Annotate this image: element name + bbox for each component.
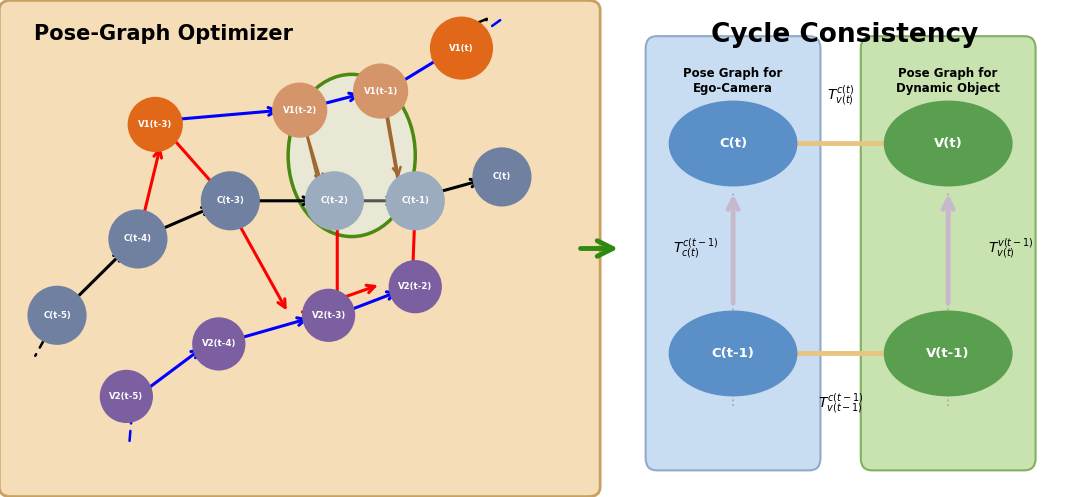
- Ellipse shape: [288, 75, 416, 237]
- Text: $T^{v(t-1)}_{v(t)}$: $T^{v(t-1)}_{v(t)}$: [988, 236, 1034, 261]
- Ellipse shape: [201, 171, 260, 231]
- Ellipse shape: [27, 286, 86, 345]
- Text: C(t-1): C(t-1): [402, 196, 429, 205]
- Text: C(t): C(t): [492, 172, 511, 181]
- Text: C(t-4): C(t-4): [124, 235, 152, 244]
- Text: $T^{c(t-1)}_{c(t)}$: $T^{c(t-1)}_{c(t)}$: [673, 236, 718, 261]
- Text: V1(t-1): V1(t-1): [364, 86, 397, 95]
- Ellipse shape: [127, 97, 183, 152]
- Text: V2(t-2): V2(t-2): [399, 282, 432, 291]
- Text: Pose Graph for
Dynamic Object: Pose Graph for Dynamic Object: [896, 67, 1000, 95]
- Text: $T^{c(t-1)}_{v(t-1)}$: $T^{c(t-1)}_{v(t-1)}$: [818, 391, 863, 416]
- Ellipse shape: [472, 147, 531, 207]
- Text: C(t-1): C(t-1): [712, 347, 755, 360]
- Text: V1(t): V1(t): [449, 44, 474, 53]
- Text: V2(t-5): V2(t-5): [109, 392, 144, 401]
- Text: V2(t-3): V2(t-3): [311, 311, 346, 320]
- Ellipse shape: [669, 100, 797, 186]
- Text: V1(t-3): V1(t-3): [138, 120, 173, 129]
- Text: C(t-5): C(t-5): [43, 311, 71, 320]
- Ellipse shape: [302, 289, 355, 342]
- Ellipse shape: [192, 317, 245, 371]
- Text: Cycle Consistency: Cycle Consistency: [712, 22, 978, 48]
- Ellipse shape: [669, 311, 797, 397]
- Ellipse shape: [883, 100, 1013, 186]
- Ellipse shape: [883, 311, 1013, 397]
- Text: V2(t-4): V2(t-4): [202, 339, 237, 348]
- Ellipse shape: [272, 83, 327, 138]
- FancyBboxPatch shape: [646, 36, 821, 470]
- Text: V1(t-2): V1(t-2): [283, 106, 316, 115]
- Ellipse shape: [305, 171, 364, 231]
- Text: $T^{c(t)}_{v(t)}$: $T^{c(t)}_{v(t)}$: [827, 83, 854, 108]
- FancyBboxPatch shape: [861, 36, 1036, 470]
- Text: C(t-2): C(t-2): [321, 196, 349, 205]
- Text: C(t-3): C(t-3): [216, 196, 244, 205]
- Text: V(t-1): V(t-1): [927, 347, 970, 360]
- Ellipse shape: [386, 171, 445, 231]
- FancyBboxPatch shape: [0, 0, 600, 497]
- Ellipse shape: [353, 64, 408, 119]
- Text: C(t): C(t): [719, 137, 747, 150]
- Text: Pose-Graph Optimizer: Pose-Graph Optimizer: [33, 24, 293, 44]
- Ellipse shape: [99, 370, 153, 423]
- Text: V(t): V(t): [934, 137, 962, 150]
- Ellipse shape: [430, 16, 494, 80]
- Ellipse shape: [108, 209, 167, 268]
- Ellipse shape: [389, 260, 442, 313]
- Text: Pose Graph for
Ego-Camera: Pose Graph for Ego-Camera: [684, 67, 783, 95]
